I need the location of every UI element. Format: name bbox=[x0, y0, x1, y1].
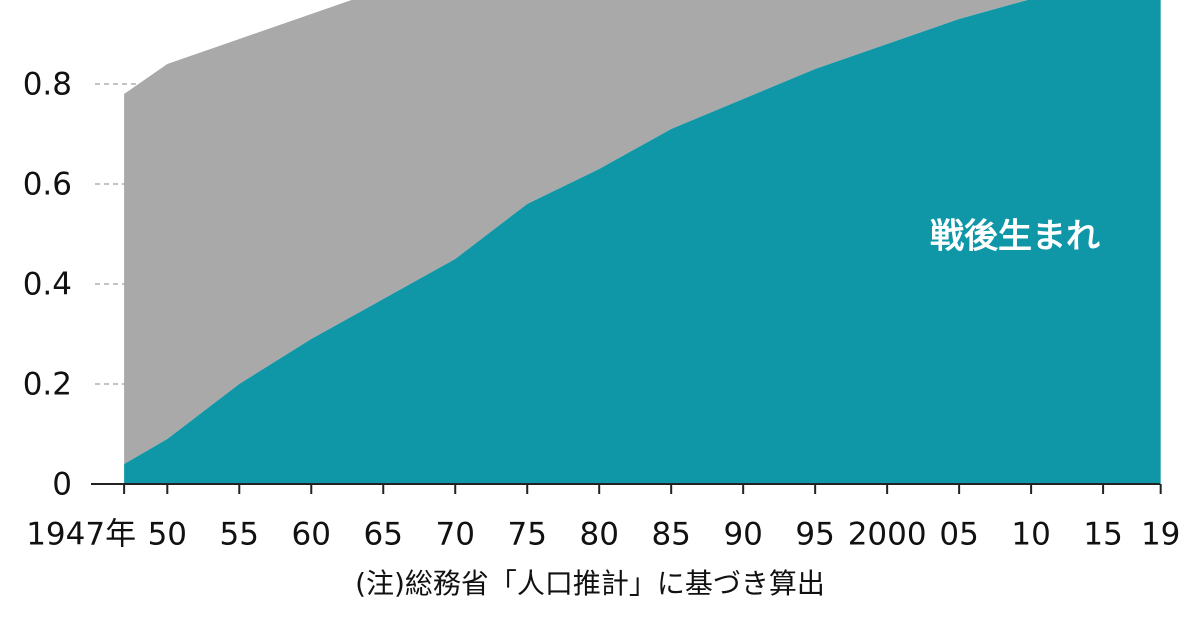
y-tick-label: 0.6 bbox=[23, 167, 72, 203]
x-tick-label: 15 bbox=[1083, 517, 1122, 553]
x-tick-label: 55 bbox=[220, 517, 259, 553]
x-tick-label: 65 bbox=[364, 517, 403, 553]
x-tick-label: 2000 bbox=[848, 517, 927, 553]
x-tick-label: 1947年 bbox=[26, 517, 136, 553]
y-tick-label: 0.8 bbox=[23, 67, 72, 103]
x-tick-label: 05 bbox=[939, 517, 978, 553]
area bbox=[124, 0, 1161, 484]
x-tick-label: 19 bbox=[1141, 517, 1180, 553]
x-tick-label: 85 bbox=[651, 517, 690, 553]
x-tick-label: 50 bbox=[148, 517, 187, 553]
series-label: 戦後生まれ bbox=[930, 217, 1100, 257]
x-tick-label: 95 bbox=[795, 517, 834, 553]
x-tick-label: 70 bbox=[436, 517, 475, 553]
y-tick-label: 0.4 bbox=[23, 267, 72, 303]
area bbox=[124, 0, 1028, 464]
y-tick-label: 1.0 bbox=[23, 0, 72, 3]
note: (注)総務省「人口推計」に基づき算出 bbox=[355, 567, 825, 600]
x-tick-label: 90 bbox=[723, 517, 762, 553]
y-tick-label: 0.2 bbox=[23, 367, 72, 403]
x-tick-label: 75 bbox=[507, 517, 546, 553]
x-tick-label: 80 bbox=[579, 517, 618, 553]
x-tick-label: 10 bbox=[1011, 517, 1050, 553]
y-tick-label: 0 bbox=[52, 467, 72, 503]
x-tick-label: 60 bbox=[292, 517, 331, 553]
